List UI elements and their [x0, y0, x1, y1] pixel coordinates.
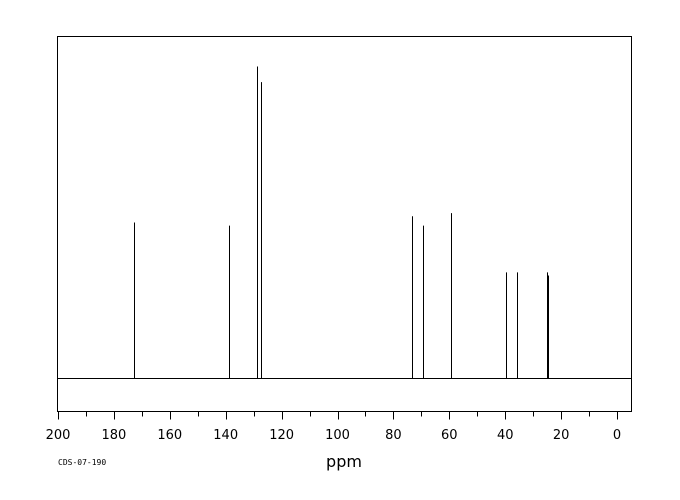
x-tick-label-20: 20	[553, 428, 570, 443]
x-tick-label-160: 160	[157, 428, 182, 443]
sample-code-label: CDS-07-190	[58, 458, 106, 467]
x-axis-ticks: 200 180 160 140 120 100 80 60 40 20 0	[46, 411, 621, 443]
x-tick-label-180: 180	[101, 428, 126, 443]
x-tick-label-120: 120	[269, 428, 294, 443]
x-axis-title: ppm	[326, 452, 362, 471]
x-tick-label-100: 100	[325, 428, 350, 443]
x-tick-label-200: 200	[46, 428, 71, 443]
x-tick-label-60: 60	[441, 428, 458, 443]
x-tick-label-40: 40	[497, 428, 514, 443]
x-tick-label-140: 140	[213, 428, 238, 443]
x-tick-label-80: 80	[385, 428, 402, 443]
peaks-group	[134, 66, 549, 379]
x-tick-label-0: 0	[613, 428, 621, 443]
plot-frame	[57, 36, 632, 412]
